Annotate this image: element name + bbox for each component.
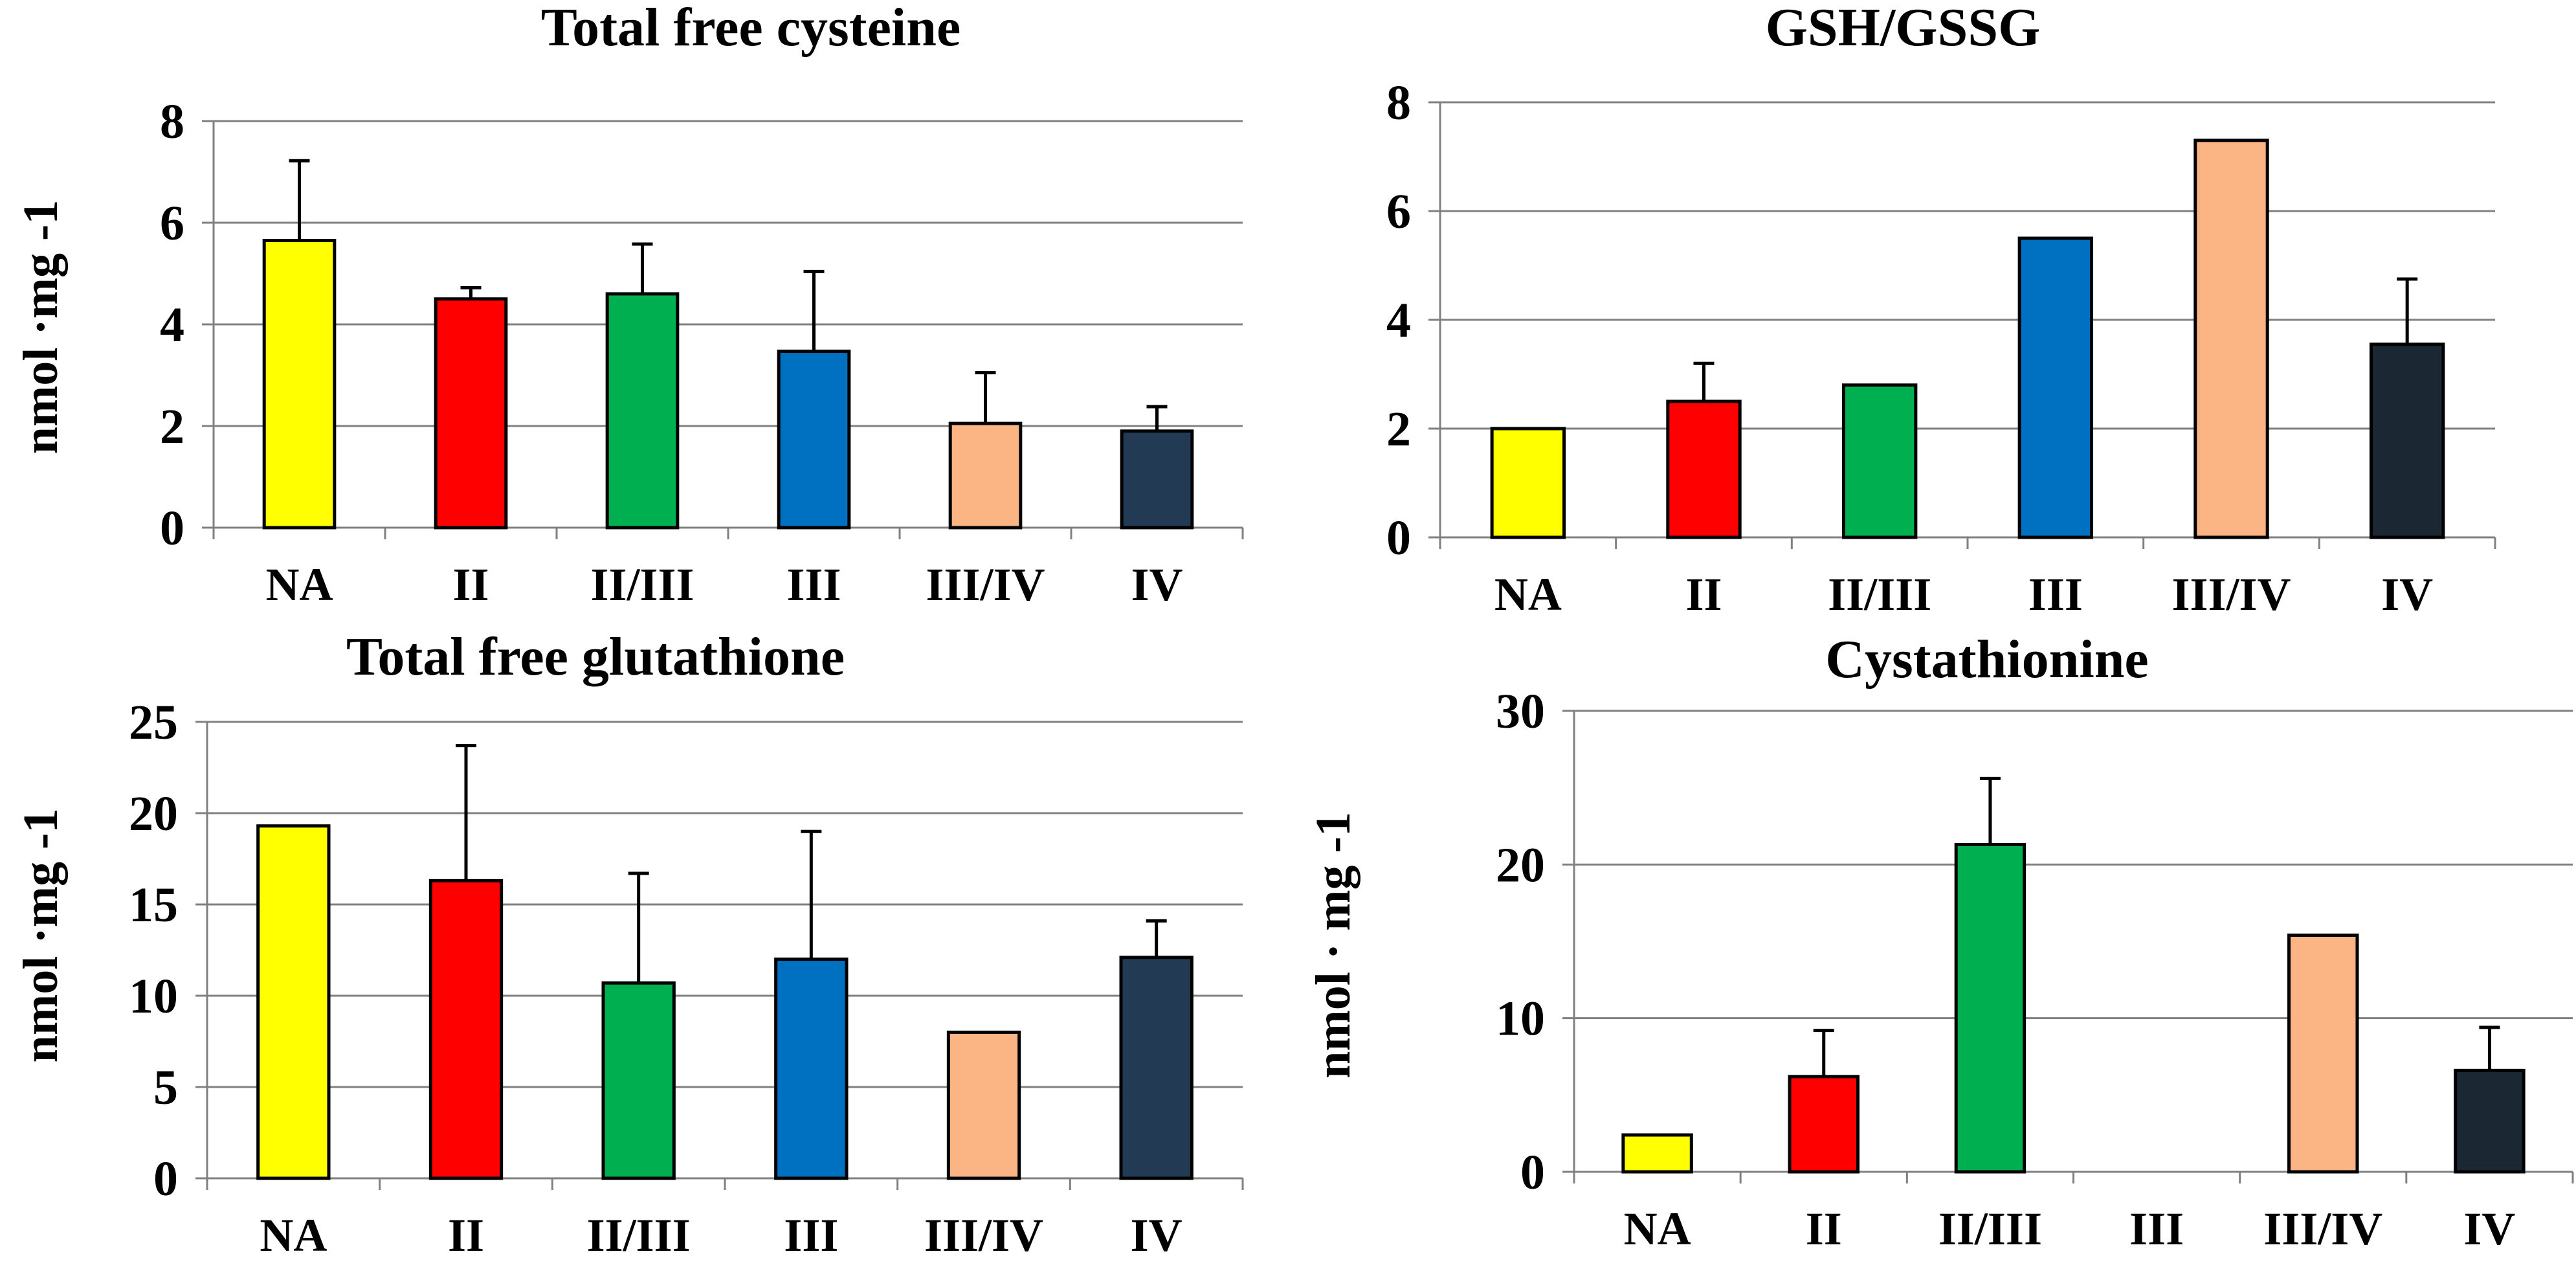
bar-glutathione-5: [946, 1030, 1021, 1180]
x-category-label: II/III: [1938, 1203, 2042, 1255]
y-tick-label: 20: [129, 787, 178, 841]
bar-gsh-gssg-3: [1841, 383, 1918, 539]
y-tick-label: 2: [160, 399, 184, 454]
bar-glutathione-4: [774, 958, 849, 1180]
y-tick-label: 0: [1386, 511, 1411, 565]
chart-cystathionine: Cystathionine nmol · mg -1 0 10 20 30 NA II II/I…: [1306, 629, 2574, 1255]
bar-cysteine-5: [948, 421, 1023, 530]
y-axis-label: nmol · mg -1: [1306, 812, 1360, 1079]
y-tick-label: 10: [1496, 992, 1545, 1046]
x-category-label: III/IV: [2263, 1203, 2382, 1255]
bar-cysteine-4: [777, 350, 851, 530]
bar-gsh-gssg-1: [1490, 427, 1566, 539]
x-category-label: IV: [1131, 559, 1183, 611]
x-category-label: II: [452, 559, 489, 611]
x-category-label: III: [786, 559, 841, 611]
x-category-label: IV: [2381, 568, 2433, 620]
y-tick-label: 0: [160, 501, 184, 555]
chart-title: Total free glutathione: [346, 627, 845, 687]
y-tick-label: 30: [1496, 684, 1545, 739]
x-category-label: IV: [1131, 1209, 1183, 1261]
x-category-label: III: [2028, 568, 2083, 620]
x-category-label: NA: [1624, 1203, 1691, 1255]
y-tick-label: 20: [1496, 838, 1545, 892]
x-category-label: II: [1685, 568, 1722, 620]
bar-cystathionine-2: [1788, 1075, 1860, 1174]
y-tick-label: 6: [1386, 185, 1411, 239]
chart-title: GSH/GSSG: [1766, 0, 2041, 58]
bar-gsh-gssg-5: [2193, 139, 2269, 539]
y-tick-label: 8: [160, 95, 184, 149]
x-category-label: II: [448, 1209, 484, 1261]
chart-glutathione: Total free glutathione nmol ·mg -1 0 5 10 15 2…: [14, 627, 1244, 1261]
x-category-label: II/III: [590, 559, 694, 611]
bar-gsh-gssg-4: [2017, 236, 2094, 539]
bar-glutathione-2: [428, 879, 504, 1180]
y-tick-label: 2: [1386, 402, 1411, 456]
x-category-label: NA: [260, 1209, 327, 1261]
chart-gsh-gssg: GSH/GSSG 0 2 4 6 8 NA II II/III III III/IV IV: [1386, 0, 2496, 620]
y-tick-label: 5: [153, 1060, 178, 1115]
bar-cystathionine-3: [1954, 842, 2026, 1174]
bar-gsh-gssg-2: [1666, 399, 1742, 539]
y-tick-label: 0: [1520, 1145, 1545, 1200]
bar-cystathionine-1: [1621, 1133, 1693, 1174]
y-tick-label: 4: [160, 298, 184, 352]
bar-cysteine-2: [434, 297, 508, 530]
x-category-label: II/III: [1828, 568, 1931, 620]
x-category-label: III/IV: [2171, 568, 2291, 620]
y-tick-label: 15: [129, 878, 178, 932]
y-tick-label: 4: [1386, 293, 1411, 348]
bar-gsh-gssg-6: [2369, 342, 2445, 539]
y-tick-label: 10: [129, 969, 178, 1024]
y-axis-label: nmol ·mg -1: [14, 200, 68, 454]
y-tick-label: 6: [160, 196, 184, 251]
x-category-label: IV: [2463, 1203, 2515, 1255]
x-category-label: III: [2129, 1203, 2184, 1255]
x-category-label: III: [784, 1209, 838, 1261]
bar-cystathionine-5: [2287, 934, 2359, 1174]
bar-cysteine-6: [1120, 429, 1194, 530]
bar-glutathione-6: [1119, 956, 1194, 1180]
chart-title: Cystathionine: [1825, 629, 2148, 690]
x-category-label: II/III: [587, 1209, 691, 1261]
y-tick-label: 0: [153, 1152, 178, 1206]
bar-cysteine-3: [605, 292, 680, 530]
x-category-label: III/IV: [924, 1209, 1043, 1261]
x-category-label: NA: [1494, 568, 1562, 620]
bar-glutathione-3: [601, 981, 676, 1180]
y-tick-label: 8: [1386, 76, 1411, 130]
y-axis-label: nmol ·mg -1: [14, 809, 68, 1063]
bar-cysteine-1: [262, 238, 337, 530]
y-tick-label: 25: [129, 695, 178, 750]
bar-cystathionine-6: [2454, 1068, 2526, 1174]
x-category-label: II: [1806, 1203, 1842, 1255]
x-category-label: III/IV: [926, 559, 1045, 611]
x-category-label: NA: [266, 559, 333, 611]
chart-title: Total free cysteine: [541, 0, 961, 58]
bar-glutathione-1: [256, 824, 331, 1180]
